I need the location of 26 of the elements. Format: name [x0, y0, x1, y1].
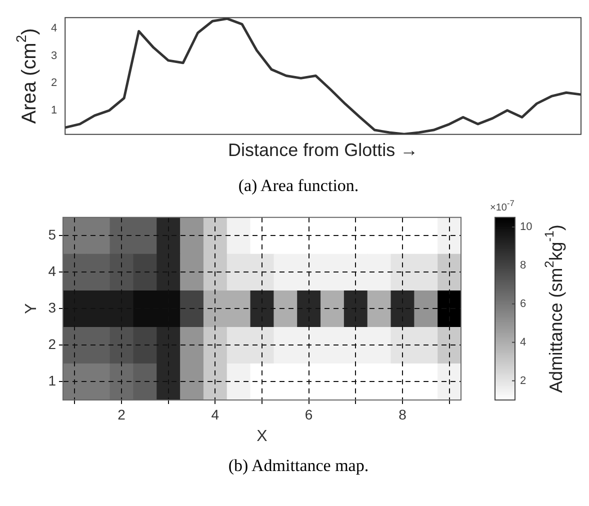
y-axis-title: Area (cm2): [12, 28, 41, 124]
text: ×10$^{-7}$: [490, 198, 514, 214]
y-tick-label: 4: [48, 263, 56, 280]
color-bar-label: 10: [520, 221, 532, 234]
y-tick-label: 3: [50, 50, 58, 62]
x-axis-title: Distance from Glottis →: [228, 140, 418, 160]
y-tick-label: 5: [48, 226, 56, 243]
x-tick-label: 2: [118, 406, 126, 422]
y-tick-label: 2: [50, 77, 58, 90]
y-tick-label: 2: [48, 336, 56, 352]
color-bar-label: 4: [520, 336, 526, 348]
text: (a) Area function.: [237, 176, 360, 196]
color-bar-label: 6: [520, 298, 526, 310]
y-tick-label: 4: [50, 22, 58, 35]
x-tick-label: 6: [304, 406, 313, 422]
x-axis-title: X: [256, 428, 268, 445]
y-axis-title: Y: [23, 303, 40, 314]
x-tick-label: 4: [211, 406, 220, 422]
y-tick-label: 1: [50, 104, 58, 116]
color-bar-label: 8: [520, 259, 526, 272]
x-tick-label: 8: [398, 406, 407, 422]
y-tick-label: 3: [48, 300, 56, 316]
color-bar-label: 2: [520, 374, 526, 387]
color-bar-title: Admittance (sm2kg-1): [542, 224, 566, 393]
y-tick-label: 1: [48, 372, 56, 389]
text: (b) Admittance map.: [227, 456, 370, 476]
